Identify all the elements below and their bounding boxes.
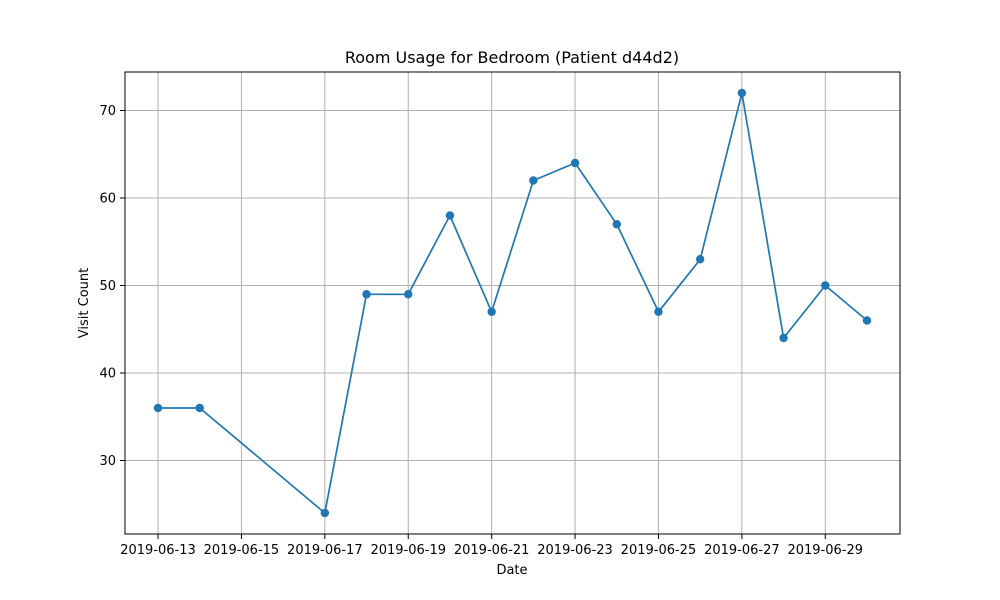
y-tick-label: 60 (99, 192, 116, 207)
series-layer (153, 88, 872, 518)
x-tick-label: 2019-06-27 (704, 543, 780, 558)
x-tick-label: 2019-06-19 (370, 543, 446, 558)
data-point (362, 290, 371, 299)
plot-frame (124, 71, 901, 535)
data-point (570, 158, 580, 168)
data-point (821, 281, 830, 290)
data-point (320, 508, 330, 518)
x-tick-label: 2019-06-23 (537, 543, 613, 558)
data-point (445, 211, 455, 220)
series-line (158, 92, 868, 514)
x-axis-label: Date (496, 563, 527, 578)
y-axis-label: Visit Count (77, 268, 92, 338)
x-axis: 2019-06-13 2019-06-15 2019-06-17 2019-06-19… (120, 534, 863, 558)
y-tick-label: 50 (99, 279, 116, 294)
y-tick-label: 40 (99, 367, 116, 382)
x-tick-label: 2019-06-17 (287, 543, 363, 558)
x-tick-label: 2019-06-29 (787, 543, 863, 558)
x-tick-label: 2019-06-25 (621, 543, 697, 558)
data-point (487, 307, 496, 316)
data-point (195, 403, 204, 413)
x-tick-label: 2019-06-15 (204, 543, 280, 558)
data-point (779, 333, 788, 343)
data-point (695, 255, 705, 264)
y-axis: 30 40 50 60 70 (99, 104, 125, 469)
grid (125, 72, 900, 534)
data-point (737, 88, 747, 98)
data-point (654, 307, 663, 316)
y-tick-label: 30 (99, 454, 116, 469)
data-point (404, 290, 413, 299)
chart-title: Room Usage for Bedroom (Patient d44d2) (345, 48, 679, 67)
data-point (529, 176, 538, 185)
x-tick-label: 2019-06-21 (454, 543, 530, 558)
data-point (612, 220, 621, 229)
data-point (862, 316, 872, 325)
data-point (153, 403, 163, 413)
y-tick-label: 70 (99, 104, 116, 119)
x-tick-label: 2019-06-13 (120, 543, 196, 558)
